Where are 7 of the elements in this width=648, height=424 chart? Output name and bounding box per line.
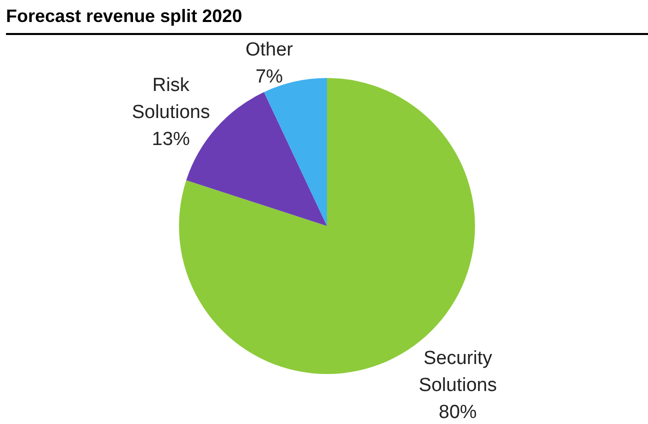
slice-label: Risk Solutions	[132, 75, 210, 124]
data-label: 7%	[255, 66, 284, 88]
data-label: 13%	[152, 129, 190, 150]
slice-label: Security Solutions	[418, 348, 497, 396]
slice-label: Other	[245, 40, 294, 61]
chart-title: Forecast revenue split 2020	[6, 6, 242, 26]
data-label: 80%	[438, 402, 477, 423]
